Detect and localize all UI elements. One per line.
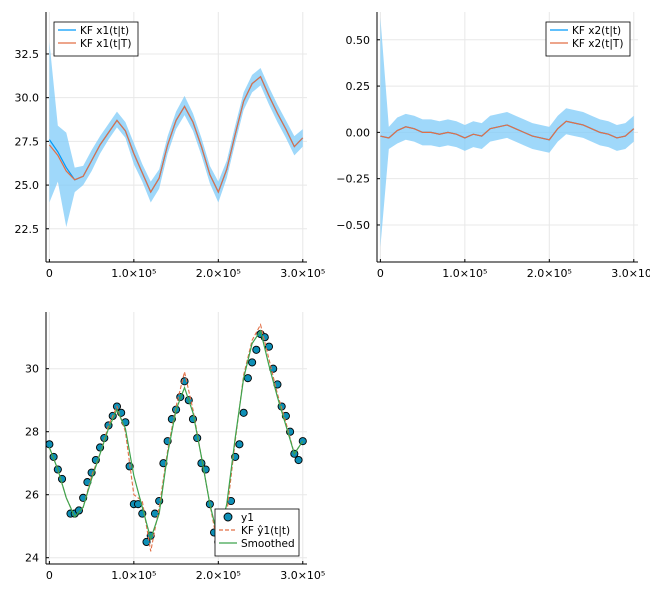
y-tick-label: 28 — [25, 426, 39, 439]
x-tick-label: 2.0×10⁵ — [196, 267, 241, 280]
x-tick-label: 2.0×10⁵ — [196, 569, 241, 582]
y-tick-label: 22.5 — [15, 223, 40, 236]
y-tick-label: 26 — [25, 489, 39, 502]
x-tick-label: 3.0×10⁵ — [280, 267, 325, 280]
x-tick-label: 0 — [377, 267, 384, 280]
series-kf-x1-t-t--band — [49, 41, 303, 228]
legend-box — [53, 21, 139, 57]
plot-area — [48, 41, 304, 228]
data-point — [243, 374, 252, 383]
data-point — [239, 408, 248, 417]
data-point — [74, 506, 83, 515]
y-tick-label: 30 — [25, 363, 39, 376]
legend-label: Smoothed — [241, 538, 295, 550]
x-tick-label: 1.0×10⁵ — [442, 267, 487, 280]
legend-label: KF ŷ1(t|t) — [241, 525, 290, 537]
y-tick-label: 24 — [25, 552, 39, 565]
legend-label: KF x2(t|T) — [572, 38, 623, 50]
plot-area — [46, 323, 307, 552]
data-point — [46, 440, 54, 449]
legend-box — [545, 21, 631, 57]
subplot-1: 0 1.0×10⁵ 2.0×10⁵ 3.0×10⁵ 22.5 25.0 27.5 30.0 32… — [15, 12, 326, 280]
legend-label: KF x2(t|t) — [572, 25, 621, 37]
series-kf-1-t-t--line — [48, 323, 304, 552]
data-point — [294, 455, 303, 465]
y-tick-label: 30.0 — [15, 92, 40, 105]
tick-labels: 0 1.0×10⁵ 2.0×10⁵ 3.0×10⁵ 22.5 25.0 27.5 30.0 32… — [15, 48, 326, 280]
legend: KF x2(t|t)KF x2(t|T) — [545, 21, 631, 57]
plot-area — [380, 17, 635, 248]
legend: KF x1(t|t)KF x1(t|T) — [53, 21, 139, 57]
series-kf-x1-t-t--line — [48, 75, 304, 194]
y-tick-label: 25.0 — [15, 179, 40, 192]
legend-label: KF x1(t|t) — [80, 25, 129, 37]
tick-labels: 0 1.0×10⁵ 2.0×10⁵ 3.0×10⁵ 24 26 28 30 — [25, 363, 325, 582]
gridlines — [46, 312, 307, 564]
legend-label: KF x1(t|T) — [80, 38, 131, 50]
x-tick-label: 1.0×10⁵ — [111, 569, 156, 582]
series-y1-points — [46, 329, 307, 547]
y-tick-label: −0.25 — [336, 173, 370, 186]
y-tick-label: 32.5 — [15, 48, 40, 61]
data-point — [248, 358, 257, 367]
x-tick-label: 2.0×10⁵ — [527, 267, 572, 280]
x-tick-label: 3.0×10⁵ — [280, 569, 325, 582]
y-tick-label: 0.25 — [346, 80, 371, 93]
x-tick-label: 1.0×10⁵ — [111, 267, 156, 280]
y-tick-label: 27.5 — [15, 135, 40, 148]
x-tick-label: 0 — [46, 267, 53, 280]
legend-label: y1 — [241, 512, 254, 524]
y-tick-label: 0.50 — [346, 34, 371, 47]
data-point — [235, 440, 244, 449]
tick-labels: 0 1.0×10⁵ 2.0×10⁵ 3.0×10⁵ −0.50 −0.25 0.00 0.25… — [336, 34, 650, 280]
series-kf-x2-t-t--line — [380, 120, 635, 141]
data-point — [264, 342, 274, 351]
x-tick-label: 3.0×10⁵ — [611, 267, 650, 280]
series-kf-x2-t-t--band — [380, 17, 634, 248]
data-point — [197, 459, 206, 468]
y-tick-label: −0.50 — [336, 219, 370, 232]
y-tick-label: 0.00 — [346, 126, 371, 139]
x-tick-label: 0 — [46, 569, 53, 582]
legend-marker — [223, 512, 233, 522]
data-point — [252, 345, 261, 354]
subplot-2: 0 1.0×10⁵ 2.0×10⁵ 3.0×10⁵ −0.50 −0.25 0.00 0.25… — [336, 12, 650, 280]
series-smoothed-line — [48, 329, 304, 541]
